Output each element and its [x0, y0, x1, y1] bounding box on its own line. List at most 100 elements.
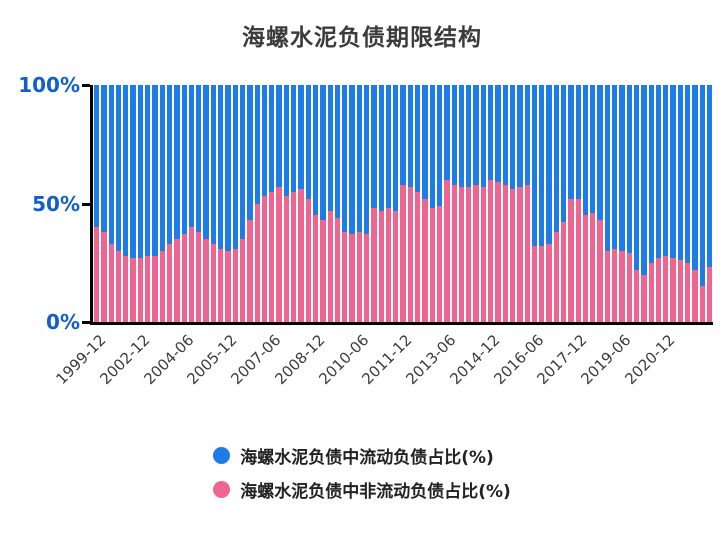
current-liability-segment [473, 85, 479, 185]
noncurrent-liability-segment [612, 248, 618, 322]
current-liability-segment [553, 85, 559, 232]
current-liability-segment [444, 85, 450, 180]
current-liability-segment [188, 85, 195, 228]
noncurrent-liability-segment [232, 248, 238, 322]
noncurrent-liability-segment [291, 191, 297, 322]
bar-2016-06 [531, 85, 538, 322]
bar-2005-09 [217, 85, 224, 322]
noncurrent-liability-segment [407, 186, 414, 322]
current-liability-segment [466, 85, 472, 187]
noncurrent-liability-segment [677, 260, 684, 322]
noncurrent-liability-segment [436, 205, 443, 322]
bar-2017-06 [560, 85, 567, 322]
current-liability-segment [451, 85, 457, 185]
noncurrent-liability-segment [385, 208, 392, 322]
bar-2008-03 [290, 85, 297, 322]
bar-2021-06 [677, 85, 684, 322]
current-liability-segment [436, 85, 443, 206]
y-tick-mark [82, 202, 90, 206]
current-liability-segment [415, 85, 421, 192]
bar-2014-09 [480, 85, 487, 322]
plot-area [90, 85, 713, 325]
bars [93, 85, 713, 322]
noncurrent-liability-segment [568, 198, 574, 322]
bar-2012-12 [429, 85, 436, 322]
noncurrent-liability-segment [633, 269, 640, 322]
current-liability-segment [597, 85, 603, 221]
bar-2022-06 [706, 85, 713, 322]
bar-1999-12 [93, 85, 100, 322]
bar-2015-03 [494, 85, 501, 322]
bar-2018-12 [604, 85, 611, 322]
current-liability-segment [261, 85, 268, 197]
bar-2020-09 [655, 85, 662, 322]
current-liability-segment [663, 85, 669, 256]
bar-2005-03 [202, 85, 209, 322]
noncurrent-liability-segment [473, 184, 479, 322]
noncurrent-liability-segment [356, 231, 362, 322]
bar-2011-09 [392, 85, 399, 322]
noncurrent-liability-segment [94, 227, 100, 322]
current-liability-segment [298, 85, 304, 190]
current-liability-segment [203, 85, 209, 240]
bar-2007-12 [283, 85, 290, 322]
noncurrent-liability-segment [196, 231, 202, 322]
current-liability-segment [612, 85, 618, 249]
noncurrent-liability-segment [305, 198, 311, 322]
bar-2012-03 [407, 85, 414, 322]
current-liability-segment [429, 85, 435, 209]
noncurrent-liability-segment [699, 286, 705, 322]
current-liability-segment [291, 85, 297, 192]
legend-item-0: 海螺水泥负债中流动负债占比(%) [213, 443, 494, 468]
current-liability-segment [626, 85, 632, 254]
noncurrent-liability-segment [480, 186, 487, 322]
noncurrent-liability-segment [312, 215, 319, 322]
bar-2009-06 [327, 85, 334, 322]
current-liability-segment [342, 85, 348, 232]
current-liability-segment [123, 85, 129, 256]
bar-2020-03 [640, 85, 647, 322]
current-liability-segment [371, 85, 377, 209]
current-liability-segment [130, 85, 136, 258]
bar-2013-03 [436, 85, 443, 322]
current-liability-segment [633, 85, 640, 270]
legend-label: 海螺水泥负债中非流动负债占比(%) [240, 482, 511, 502]
bar-2022-03 [699, 85, 706, 322]
legend-color-dot [213, 447, 231, 464]
bar-2018-06 [589, 85, 596, 322]
noncurrent-liability-segment [546, 243, 552, 322]
noncurrent-liability-segment [283, 196, 290, 322]
noncurrent-liability-segment [575, 198, 581, 322]
noncurrent-liability-segment [203, 239, 209, 322]
noncurrent-liability-segment [210, 243, 217, 322]
noncurrent-liability-segment [415, 191, 421, 322]
noncurrent-liability-segment [466, 186, 472, 322]
current-liability-segment [349, 85, 355, 235]
bar-2015-06 [502, 85, 509, 322]
bar-2003-09 [159, 85, 166, 322]
bar-2019-12 [633, 85, 640, 322]
bar-2013-09 [451, 85, 458, 322]
current-liability-segment [604, 85, 611, 251]
bar-2014-06 [472, 85, 479, 322]
noncurrent-liability-segment [342, 231, 348, 322]
bar-2013-12 [458, 85, 465, 322]
current-liability-segment [305, 85, 311, 199]
noncurrent-liability-segment [298, 189, 304, 322]
current-liability-segment [568, 85, 574, 199]
current-liability-segment [648, 85, 654, 263]
legend-color-dot [213, 481, 231, 498]
noncurrent-liability-segment [422, 198, 428, 322]
current-liability-segment [422, 85, 428, 199]
noncurrent-liability-segment [152, 255, 158, 322]
current-liability-segment [276, 85, 282, 187]
current-liability-segment [531, 85, 538, 247]
noncurrent-liability-segment [137, 258, 144, 322]
noncurrent-liability-segment [174, 239, 180, 322]
bar-2020-12 [662, 85, 669, 322]
current-liability-segment [174, 85, 180, 240]
bar-2021-12 [691, 85, 698, 322]
bar-2015-09 [509, 85, 516, 322]
current-liability-segment [166, 85, 173, 244]
current-liability-segment [458, 85, 465, 187]
